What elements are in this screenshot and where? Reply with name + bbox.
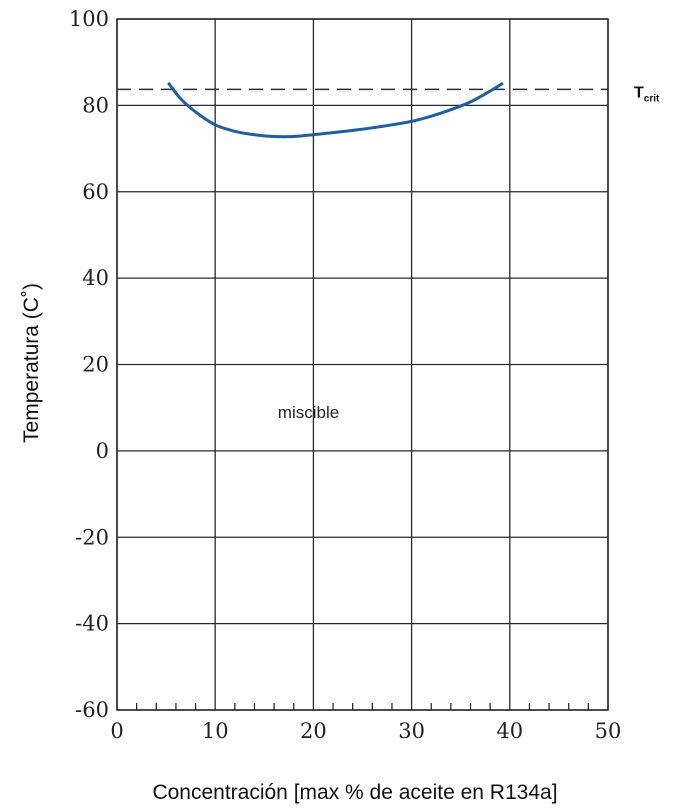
grid bbox=[116, 18, 609, 711]
x-tick-label: 30 bbox=[398, 719, 425, 743]
y-tick-label: -20 bbox=[75, 525, 109, 549]
miscibility-curve bbox=[167, 82, 504, 139]
tcrit-label-sub: crit bbox=[644, 93, 660, 104]
y-tick-label: -60 bbox=[75, 698, 109, 722]
x-tick-labels: 0 10 20 30 40 50 bbox=[110, 719, 621, 743]
y-tick-label: -40 bbox=[75, 612, 109, 636]
x-tick-label: 20 bbox=[300, 719, 327, 743]
y-axis-title: Temperatura (C˚) bbox=[20, 283, 43, 443]
y-tick-labels: 100 80 60 40 20 0 -20 -40 -60 bbox=[69, 7, 109, 722]
x-tick-label: 50 bbox=[595, 719, 622, 743]
minor-ticks bbox=[135, 703, 590, 710]
x-tick-label: 40 bbox=[496, 719, 523, 743]
tcrit-label-main: T bbox=[634, 84, 644, 101]
y-tick-label: 100 bbox=[69, 7, 109, 31]
y-tick-label: 20 bbox=[82, 353, 109, 377]
y-tick-label: 80 bbox=[82, 93, 109, 117]
tcrit-label: Tcrit bbox=[634, 84, 660, 104]
y-tick-label: 40 bbox=[82, 266, 109, 290]
annotation-miscible: miscible bbox=[278, 403, 339, 422]
y-tick-label: 60 bbox=[82, 180, 109, 204]
x-tick-label: 0 bbox=[110, 719, 123, 743]
x-axis-title: Concentración [max % de aceite en R134a] bbox=[152, 781, 557, 804]
y-tick-label: 0 bbox=[96, 439, 109, 463]
x-tick-label: 10 bbox=[202, 719, 229, 743]
plot-frame bbox=[116, 18, 609, 711]
